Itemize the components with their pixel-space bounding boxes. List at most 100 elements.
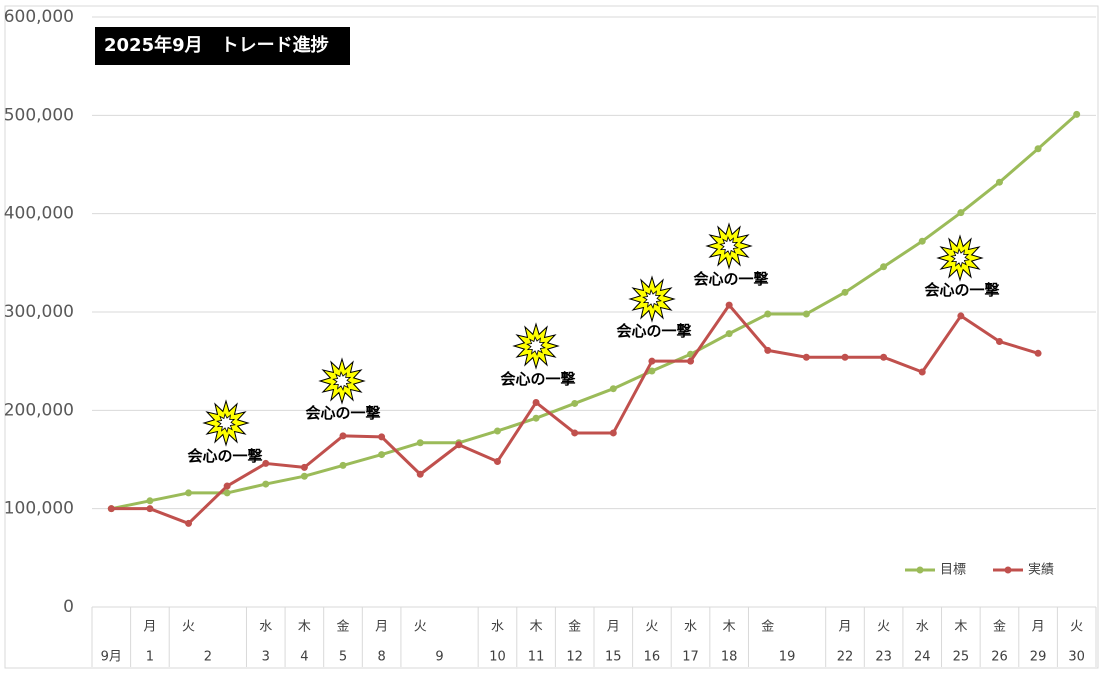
- point: [725, 330, 733, 338]
- point: [416, 470, 424, 478]
- point: [532, 398, 540, 406]
- point: [378, 433, 386, 441]
- y-tick-label: 400,000: [4, 204, 74, 224]
- y-tick-label: 500,000: [4, 105, 74, 125]
- weekday-label: 水: [491, 620, 504, 635]
- x-tick-label: 26: [991, 650, 1008, 665]
- point: [880, 353, 888, 361]
- x-tick-label: 9: [435, 650, 443, 665]
- x-tick-label: 8: [377, 650, 385, 665]
- weekday-label: 木: [723, 620, 736, 635]
- point: [648, 357, 656, 365]
- weekday-label: 金: [993, 619, 1006, 635]
- starburst-inner: [526, 335, 546, 357]
- point: [957, 209, 965, 217]
- starburst-inner: [332, 370, 352, 392]
- point: [609, 429, 617, 437]
- point: [918, 368, 926, 376]
- point: [918, 237, 926, 245]
- point: [609, 385, 617, 393]
- x-tick-label: 18: [721, 650, 738, 665]
- point: [223, 482, 231, 490]
- annotation: 会心の一撃: [500, 370, 575, 388]
- weekday-label: 月: [838, 620, 851, 635]
- x-tick-label: 16: [644, 650, 661, 665]
- weekday-label: 火: [645, 620, 658, 635]
- point: [1034, 349, 1042, 357]
- x-tick-label: 9月: [101, 650, 122, 665]
- point: [957, 312, 965, 320]
- point: [687, 357, 695, 365]
- x-tick-label: 3: [262, 650, 270, 665]
- point: [146, 497, 154, 505]
- starburst-inner: [719, 235, 739, 257]
- x-tick-label: 5: [339, 650, 347, 665]
- chart-title: 2025年9月 トレード進捗: [104, 34, 329, 56]
- legend-label: 実績: [1028, 562, 1054, 578]
- point: [532, 414, 540, 422]
- plot: [107, 110, 1081, 527]
- weekday-label: 火: [182, 620, 195, 635]
- point: [764, 346, 772, 354]
- starburst-inner: [950, 247, 970, 269]
- weekday-label: 水: [684, 620, 697, 635]
- x-tick-label: 23: [875, 650, 892, 665]
- weekday-label: 月: [1032, 620, 1045, 635]
- x-tick-label: 25: [953, 650, 970, 665]
- point: [416, 439, 424, 447]
- weekday-label: 火: [877, 620, 890, 635]
- point: [648, 367, 656, 375]
- point: [223, 489, 231, 497]
- point: [1073, 110, 1081, 118]
- weekday-label: 金: [761, 619, 774, 635]
- weekday-label: 金: [568, 619, 581, 635]
- x-tick-label: 30: [1068, 650, 1085, 665]
- category-table: 月火水木金月火水木金月火水木金月火水木金月火9月 1 2 3 4 5 8 9 10 11 12 15 1…: [91, 607, 1097, 667]
- point: [339, 432, 347, 440]
- point: [262, 459, 270, 467]
- weekday-label: 火: [414, 620, 427, 635]
- weekday-label: 火: [1070, 620, 1083, 635]
- annotation: 会心の一撃: [187, 447, 262, 465]
- point: [146, 505, 154, 513]
- x-tick-label: 29: [1030, 650, 1047, 665]
- x-tick-label: 17: [682, 650, 699, 665]
- starburst-inner: [216, 412, 236, 434]
- point: [185, 519, 193, 527]
- annotation: 会心の一撃: [305, 404, 380, 422]
- x-tick-label: 22: [837, 650, 854, 665]
- y-tick-label: 300,000: [4, 302, 74, 322]
- weekday-label: 月: [143, 620, 156, 635]
- y-tick-label: 100,000: [4, 499, 74, 519]
- x-tick-label: 10: [489, 650, 506, 665]
- point: [725, 301, 733, 309]
- point: [995, 338, 1003, 345]
- annotation: 会心の一撃: [616, 322, 691, 340]
- y-tick-label: 600,000: [4, 7, 74, 27]
- y-tick-label: 0: [63, 597, 74, 617]
- y-tick-label: 200,000: [4, 400, 74, 420]
- weekday-label: 月: [375, 620, 388, 635]
- point: [995, 178, 1003, 186]
- weekday-label: 木: [298, 620, 311, 635]
- point: [185, 489, 193, 497]
- point: [493, 457, 501, 465]
- weekday-label: 木: [954, 620, 967, 635]
- point: [1034, 145, 1042, 153]
- point: [300, 463, 308, 471]
- x-tick-label: 19: [779, 650, 796, 665]
- point: [802, 310, 810, 318]
- title-box: [95, 27, 350, 65]
- x-tick-label: 24: [914, 650, 931, 665]
- x-tick-label: 1: [146, 650, 154, 665]
- x-tick-label: 11: [528, 650, 545, 665]
- point: [571, 399, 579, 407]
- legend-swatch: [916, 566, 924, 574]
- point: [493, 427, 501, 435]
- point: [300, 472, 308, 480]
- x-tick-label: 12: [566, 650, 583, 665]
- point: [378, 451, 386, 459]
- legend-swatch: [1004, 566, 1012, 574]
- weekday-label: 木: [530, 620, 543, 635]
